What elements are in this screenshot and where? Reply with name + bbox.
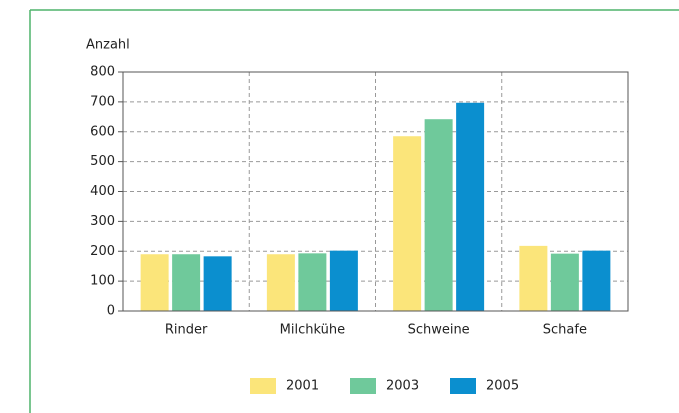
bar	[329, 250, 358, 311]
y-tick-label: 300	[90, 214, 115, 229]
bar	[172, 254, 201, 311]
y-axis-label: Anzahl	[86, 38, 130, 53]
legend-label: 2001	[286, 379, 319, 394]
bar	[393, 136, 422, 311]
legend-swatch	[450, 378, 476, 394]
y-tick-label: 700	[90, 94, 115, 109]
bar	[519, 245, 548, 311]
bar	[140, 254, 169, 311]
x-tick-label: Schweine	[408, 323, 470, 338]
bar	[456, 102, 485, 312]
y-tick-label: 100	[90, 274, 115, 289]
y-tick-label: 600	[90, 124, 115, 139]
x-tick-label: Milchkühe	[280, 323, 345, 338]
y-tick-label: 0	[107, 304, 115, 319]
legend-swatch	[350, 378, 376, 394]
y-tick-label: 400	[90, 184, 115, 199]
bar	[582, 250, 611, 311]
bar	[203, 256, 232, 311]
y-tick-label: 200	[90, 244, 115, 259]
x-tick-label: Schafe	[543, 323, 587, 338]
plot-border	[122, 71, 629, 312]
legend-swatch	[250, 378, 276, 394]
y-tick-label: 500	[90, 154, 115, 169]
y-tick-label: 800	[90, 65, 115, 80]
legend-label: 2003	[386, 379, 419, 394]
legend-label: 2005	[486, 379, 519, 394]
bar	[550, 253, 579, 311]
bar	[424, 119, 453, 311]
bar	[298, 253, 327, 311]
bar	[266, 254, 295, 311]
x-tick-label: Rinder	[165, 323, 208, 338]
